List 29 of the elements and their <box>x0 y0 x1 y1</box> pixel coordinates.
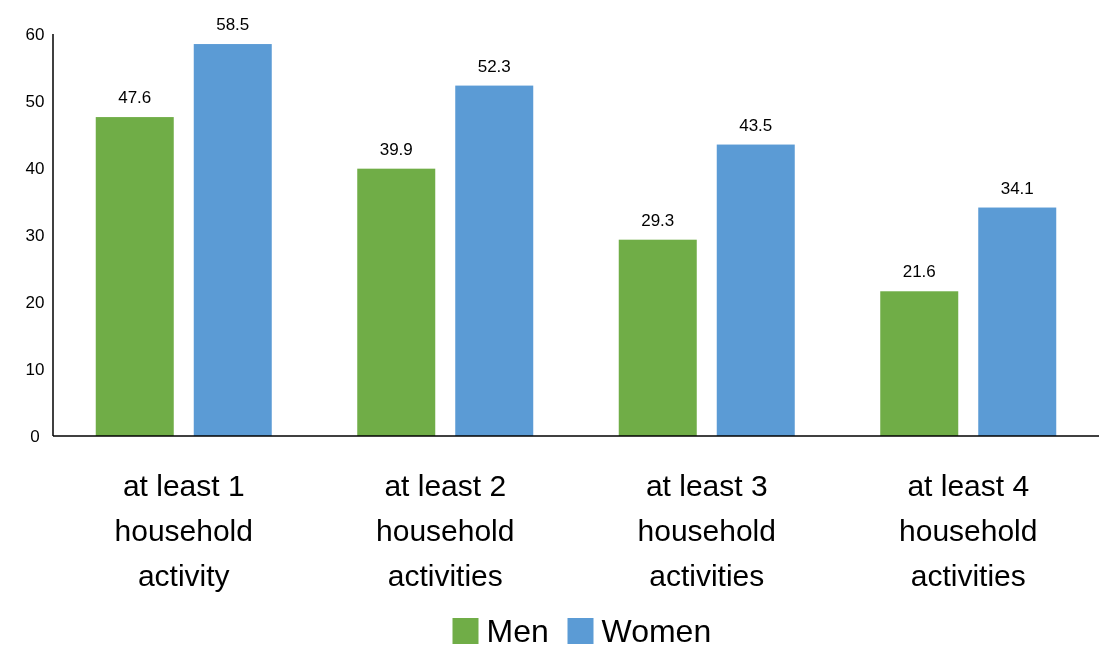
y-tick-label: 0 <box>30 427 40 446</box>
data-label: 29.3 <box>641 210 675 230</box>
y-tick-label: 20 <box>25 293 45 312</box>
y-tick-label: 60 <box>25 25 45 44</box>
legend-label: Women <box>601 613 712 649</box>
data-label: 34.1 <box>1000 178 1034 198</box>
y-tick-label: 40 <box>25 159 45 178</box>
y-tick-label: 10 <box>25 360 45 379</box>
data-label: 47.6 <box>118 88 152 108</box>
bar <box>95 117 174 436</box>
bar <box>618 239 697 436</box>
bar <box>193 44 272 436</box>
data-label: 21.6 <box>902 262 936 282</box>
data-label: 52.3 <box>477 56 511 76</box>
x-tick-label: at least 2 household activities <box>376 469 515 592</box>
y-tick-label: 50 <box>25 92 45 111</box>
bar <box>716 144 795 436</box>
bar <box>455 85 534 436</box>
data-label: 58.5 <box>216 15 250 35</box>
x-tick-label: at least 4 household activities <box>899 469 1038 592</box>
legend-label: Men <box>486 613 549 649</box>
bar <box>357 168 436 436</box>
data-label: 39.9 <box>379 139 413 159</box>
bar <box>880 291 959 436</box>
bar <box>978 207 1057 436</box>
data-label: 43.5 <box>739 115 773 135</box>
x-tick-label: at least 1 household activity <box>114 469 253 592</box>
y-tick-label: 30 <box>25 226 45 245</box>
x-tick-label: at least 3 household activities <box>637 469 776 592</box>
